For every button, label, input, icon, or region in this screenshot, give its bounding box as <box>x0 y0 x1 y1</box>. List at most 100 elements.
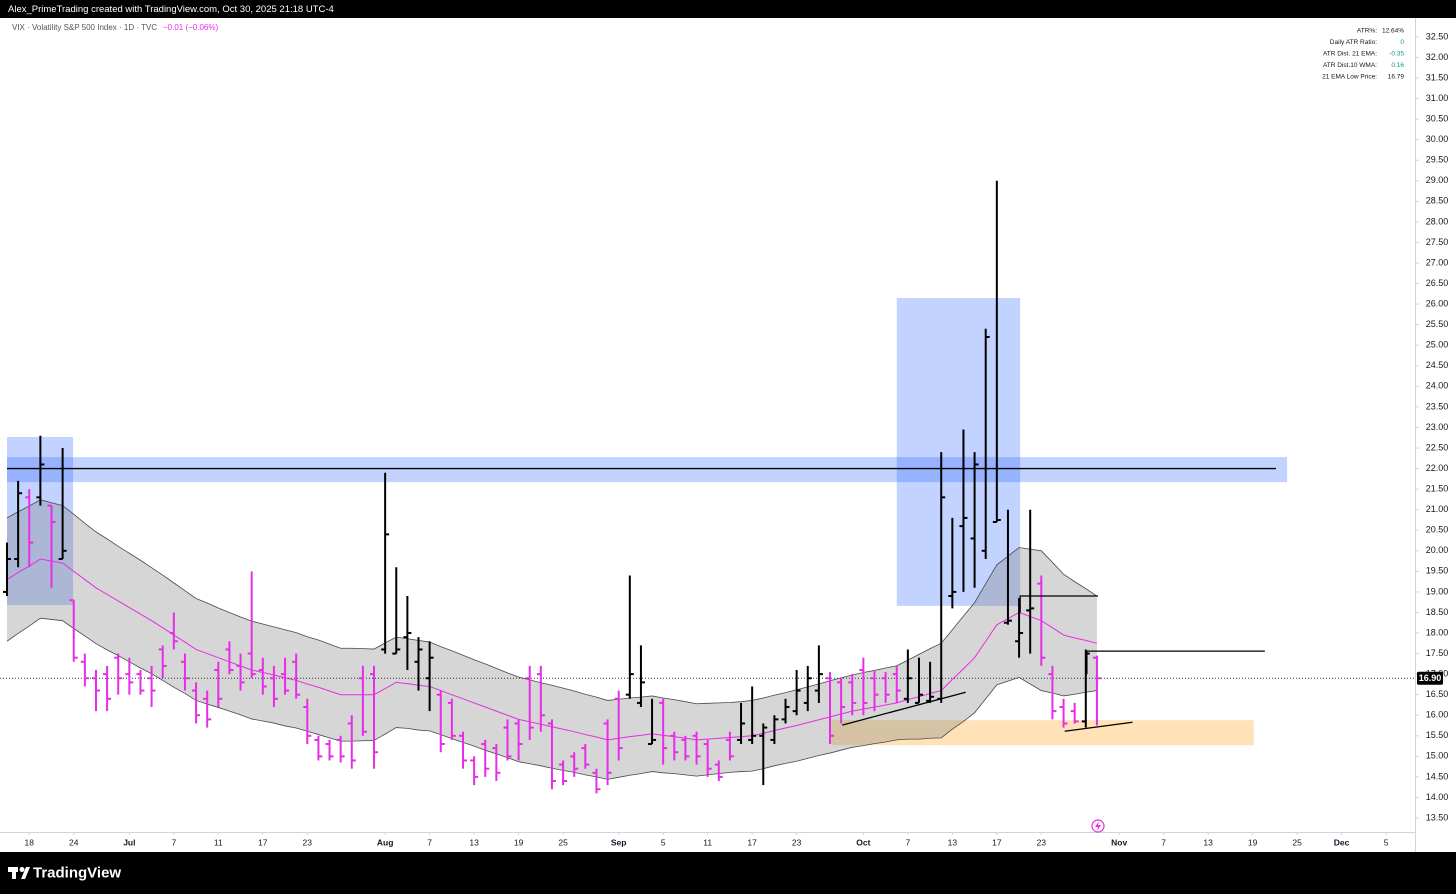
y-tick-label: 32.00 <box>1426 52 1449 62</box>
ohlc-bar <box>692 731 701 765</box>
ohlc-bar <box>1026 509 1035 654</box>
ohlc-bar <box>1037 575 1046 666</box>
ohlc-bar <box>570 752 579 777</box>
y-tick-label: 31.00 <box>1426 93 1449 103</box>
x-tick-label: 24 <box>69 837 79 847</box>
ohlc-bar <box>870 670 879 712</box>
zone <box>7 457 1288 483</box>
ohlc-bar <box>581 744 590 769</box>
table-value: 16.79 <box>1388 74 1405 81</box>
ohlc-bar <box>1048 665 1057 720</box>
ohlc-bar <box>759 723 768 786</box>
drawn-line <box>1086 650 1265 675</box>
ohlc-bar <box>447 698 456 740</box>
y-tick-label: 32.50 <box>1426 31 1449 41</box>
table-label: 21 EMA Low Price: <box>1322 74 1377 81</box>
ohlc-bar <box>714 760 723 782</box>
table-value: 0.16 <box>1391 62 1404 69</box>
ohlc-bar <box>992 180 1001 524</box>
ohlc-bar <box>770 715 779 745</box>
ohlc-bar <box>603 719 612 786</box>
y-tick-label: 21.50 <box>1426 484 1449 494</box>
x-tick-label: 19 <box>514 837 524 847</box>
ohlc-bar <box>725 731 734 761</box>
ohlc-bar <box>58 448 67 561</box>
ohlc-bar <box>180 653 189 691</box>
ohlc-bar <box>103 665 112 712</box>
y-tick-label: 28.50 <box>1426 196 1449 206</box>
y-tick-label: 29.50 <box>1426 155 1449 165</box>
ohlc-bar <box>837 678 846 724</box>
zone <box>896 297 1021 606</box>
logo-part <box>21 867 30 879</box>
ohlc-bar <box>281 657 290 695</box>
ohlc-bar <box>236 653 245 691</box>
y-tick-label: 13.50 <box>1426 812 1449 822</box>
event-icon-bolt <box>1095 821 1101 831</box>
ohlc-bar <box>547 719 556 790</box>
plot-area <box>0 180 1415 794</box>
ohlc-bar <box>848 674 857 716</box>
ohlc-bar <box>592 768 601 794</box>
y-tick-label: 16.50 <box>1426 689 1449 699</box>
ohlc-bar <box>325 739 334 761</box>
y-tick-label: 26.50 <box>1426 278 1449 288</box>
ohlc-bar <box>203 690 212 728</box>
ohlc-bar <box>503 719 512 761</box>
ohlc-bar <box>881 672 890 703</box>
x-tick-label: 17 <box>258 837 268 847</box>
y-tick-label: 27.50 <box>1426 237 1449 247</box>
ohlc-bar <box>125 657 134 695</box>
y-tick-label: 26.00 <box>1426 299 1449 309</box>
y-tick-label: 14.00 <box>1426 792 1449 802</box>
y-tick-label: 19.50 <box>1426 566 1449 576</box>
y-tick-label: 27.00 <box>1426 257 1449 267</box>
ohlc-bar <box>970 452 979 588</box>
ohlc-bar <box>481 739 490 777</box>
change-label: −0.01 (−0.06%) <box>163 23 218 32</box>
x-tick-label: 11 <box>703 837 712 847</box>
x-tick-label: 5 <box>661 837 666 847</box>
zone <box>831 720 1254 746</box>
ohlc-bar <box>425 641 434 712</box>
event-icon[interactable] <box>1091 819 1105 833</box>
ohlc-bar <box>959 429 968 592</box>
ohlc-bar <box>358 665 367 736</box>
ohlc-bar <box>559 760 568 786</box>
x-tick-label: 17 <box>747 837 757 847</box>
band-area <box>7 499 1097 780</box>
y-tick-label: 21.00 <box>1426 504 1449 514</box>
ohlc-bar <box>247 571 256 679</box>
ohlc-bar <box>748 686 757 745</box>
ohlc-bar <box>381 472 390 654</box>
ohlc-bar <box>47 504 56 588</box>
ohlc-bar <box>258 657 267 695</box>
table-label: ATR Dist. 21 EMA: <box>1323 51 1377 58</box>
table-label: ATR%: <box>1357 28 1377 35</box>
ohlc-bar <box>91 670 100 712</box>
ohlc-bar <box>158 645 167 679</box>
ohlc-bar <box>80 653 89 687</box>
ohlc-bar <box>314 735 323 761</box>
header-bar <box>0 0 1456 18</box>
x-tick-label: Aug <box>377 837 394 847</box>
x-tick-label: Nov <box>1111 837 1127 847</box>
table-label: ATR Dist.10 WMA: <box>1323 62 1377 69</box>
x-tick-label: 13 <box>469 837 479 847</box>
y-tick-label: 22.00 <box>1426 463 1449 473</box>
ohlc-bar <box>69 599 78 662</box>
y-tick-label: 29.00 <box>1426 175 1449 185</box>
x-tick-label: 7 <box>905 837 910 847</box>
ohlc-bar <box>492 744 501 782</box>
y-tick-label: 25.50 <box>1426 319 1449 329</box>
ohlc-bar <box>926 661 935 703</box>
drawn-line <box>1064 721 1133 732</box>
ohlc-bar <box>1015 598 1024 658</box>
ohlc-bar <box>914 657 923 704</box>
ohlc-bar <box>414 637 423 691</box>
drawn-line <box>1019 595 1099 613</box>
last-price-box <box>1417 671 1443 685</box>
footer-bar <box>0 852 1456 894</box>
y-tick-label: 24.50 <box>1426 360 1449 370</box>
ohlc-bar <box>625 575 634 699</box>
